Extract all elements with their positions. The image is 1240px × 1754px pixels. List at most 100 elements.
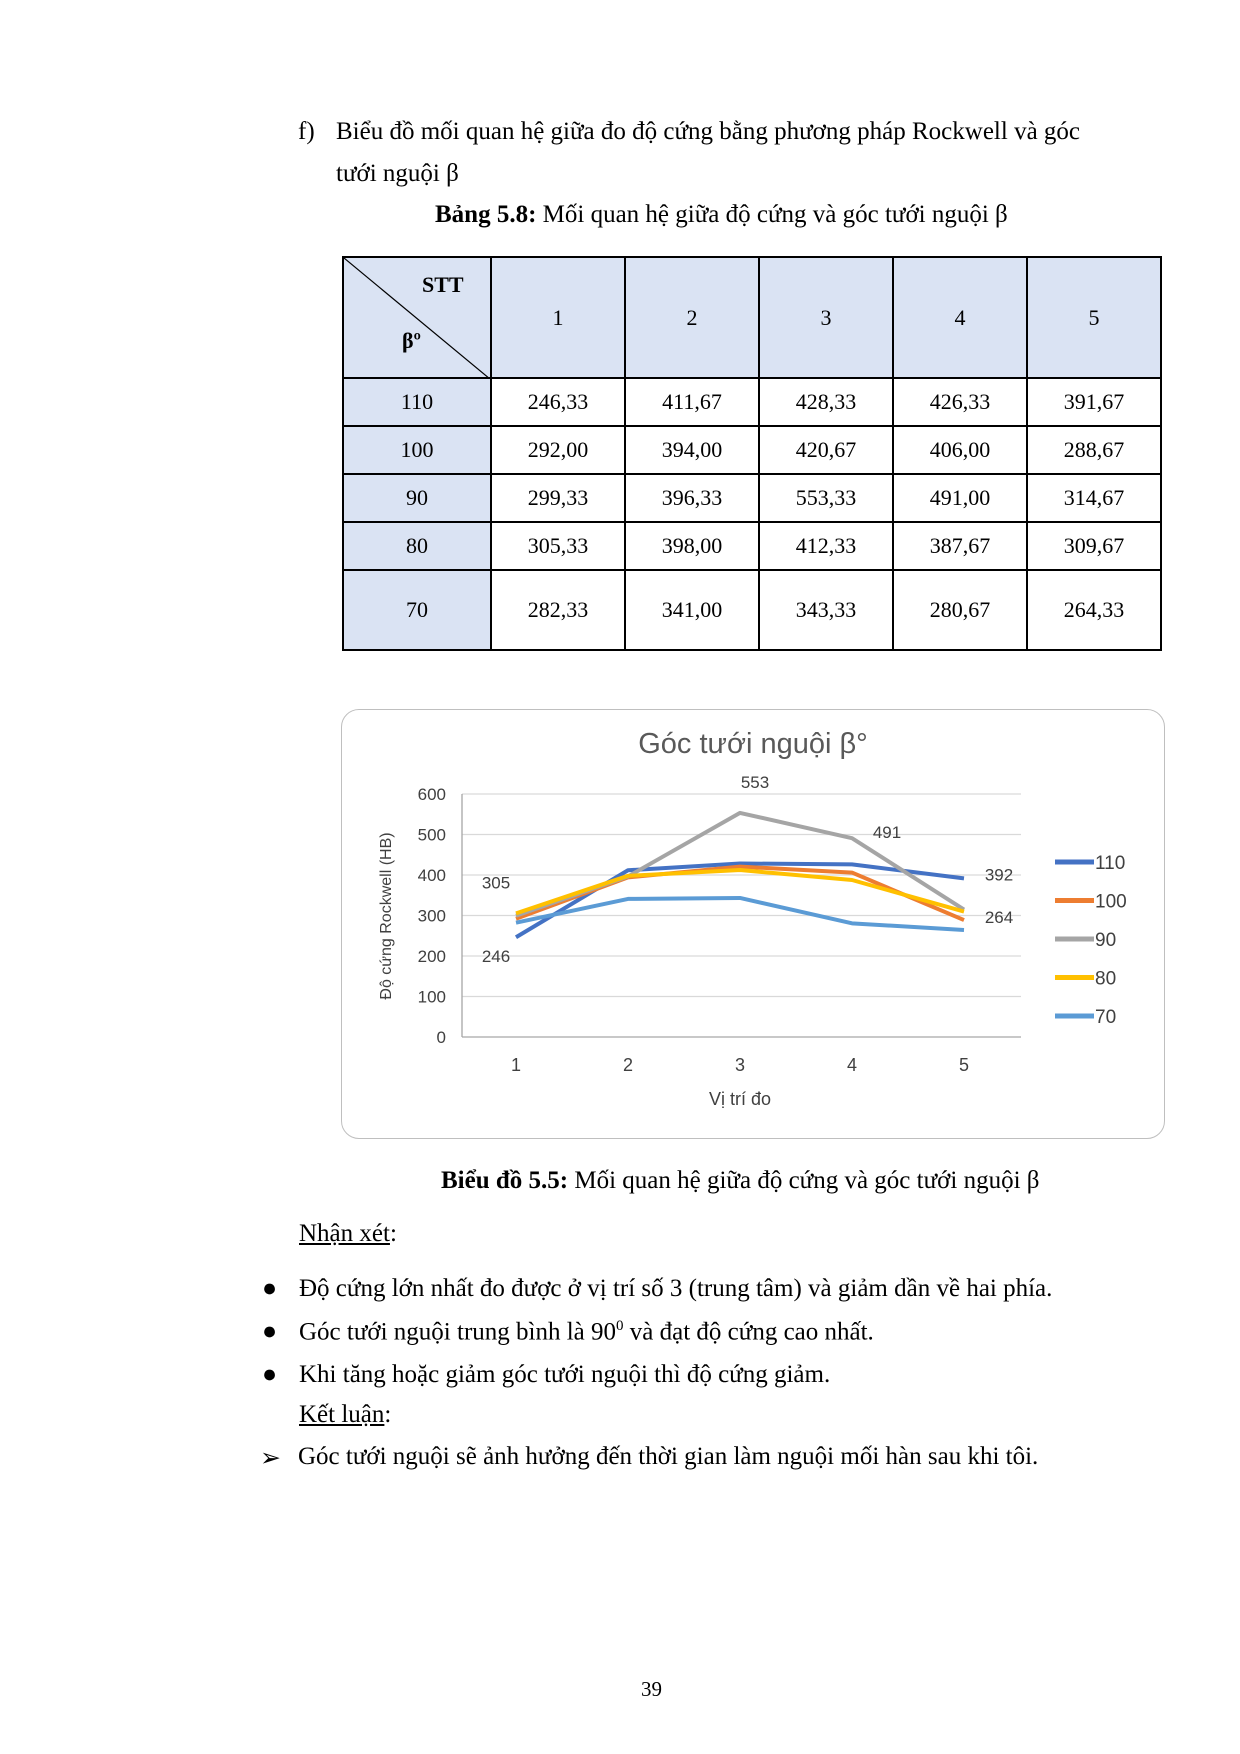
bullet-icon: ● (262, 1361, 278, 1388)
legend-label: 100 (1095, 892, 1127, 913)
table-cell: 394,00 (624, 425, 760, 475)
y-tick-label: 400 (418, 866, 446, 885)
conclusion-title: Kết luận (299, 1401, 385, 1428)
x-tick-label: 2 (623, 1055, 633, 1075)
x-tick-label: 5 (959, 1055, 969, 1075)
heading-line-1: Biểu đồ mối quan hệ giữa đo độ cứng bằng… (336, 118, 1081, 145)
y-axis-label: Độ cứng Rockwell (HB) (378, 832, 395, 999)
chart-caption-text: Mối quan hệ giữa độ cứng và góc tưới ngu… (568, 1167, 1040, 1194)
data-label: 392 (985, 865, 1013, 884)
legend-label: 80 (1095, 969, 1116, 990)
table-cell: 282,33 (490, 569, 626, 651)
row-beta: 80 (342, 521, 492, 571)
table-cell: 288,67 (1026, 425, 1162, 475)
conclusion-colon: : (384, 1401, 392, 1428)
series-line-70 (515, 895, 965, 932)
series-line-80 (515, 868, 965, 916)
remarks-title: Nhận xét (299, 1220, 390, 1247)
table-cell: 341,00 (624, 569, 760, 651)
data-label: 246 (482, 947, 510, 966)
table-cell: 246,33 (490, 377, 626, 427)
table-cell: 398,00 (624, 521, 760, 571)
table-cell: 309,67 (1026, 521, 1162, 571)
column-header: 2 (624, 256, 760, 379)
data-label: 305 (482, 873, 510, 892)
table-cell: 553,33 (758, 473, 894, 523)
chart-caption: Biểu đồ 5.5: Mối quan hệ giữa độ cứng và… (441, 1167, 1039, 1195)
bullet-icon: ● (262, 1275, 278, 1302)
chart-caption-label: Biểu đồ 5.5: (441, 1167, 569, 1194)
table-row: 80 305,33 398,00 412,33 387,67 309,67 (342, 521, 1162, 571)
corner-beta: βº (402, 328, 421, 353)
line-chart: Góc tưới nguội β° 0 100 200 300 400 500 600 1 2 3 4… (378, 728, 1127, 1109)
table-row: 70 282,33 341,00 343,33 280,67 264,33 (342, 569, 1162, 651)
remarks-colon: : (389, 1220, 397, 1247)
y-tick-label: 0 (437, 1028, 446, 1047)
data-label: 264 (985, 908, 1013, 927)
legend-label: 110 (1095, 853, 1125, 874)
row-beta: 110 (342, 377, 492, 427)
row-beta: 70 (342, 569, 492, 651)
heading-line-2: tưới nguội β (336, 160, 459, 187)
y-tick-label: 100 (418, 988, 446, 1007)
table-cell: 292,00 (490, 425, 626, 475)
table-cell: 491,00 (892, 473, 1028, 523)
table-cell: 412,33 (758, 521, 894, 571)
chart-container: Góc tưới nguội β° 0 100 200 300 400 500 600 1 2 3 4… (341, 709, 1165, 1139)
column-header: 3 (758, 256, 894, 379)
table-caption-text: Mối quan hệ giữa độ cứng và góc tưới ngu… (536, 201, 1008, 228)
table-cell: 426,33 (892, 377, 1028, 427)
corner-stt: STT (422, 272, 464, 297)
bullet-icon: ● (262, 1318, 278, 1345)
remark-bullet-rest: và đạt độ cứng cao nhất. (623, 1318, 874, 1346)
table-cell: 264,33 (1026, 569, 1162, 651)
x-axis-label: Vị trí đo (709, 1089, 771, 1109)
data-label: 491 (873, 823, 901, 842)
table-cell: 280,67 (892, 569, 1028, 651)
remark-bullet: Góc tưới nguội trung bình là 900 và đạt … (299, 1318, 874, 1346)
chart-title: Góc tưới nguội β° (638, 728, 868, 760)
table-cell: 387,67 (892, 521, 1028, 571)
data-label: 553 (741, 773, 769, 792)
row-beta: 100 (342, 425, 492, 475)
remark-bullet: Khi tăng hoặc giảm góc tưới nguội thì độ… (299, 1361, 831, 1388)
corner-header: STT βº (342, 256, 492, 379)
table-row: 100 292,00 394,00 420,67 406,00 288,67 (342, 425, 1162, 475)
table-row: 90 299,33 396,33 553,33 491,00 314,67 (342, 473, 1162, 523)
heading-marker: f) (298, 118, 315, 145)
arrow-bullet-icon: ➢ (260, 1445, 281, 1472)
table-cell: 420,67 (758, 425, 894, 475)
row-beta: 90 (342, 473, 492, 523)
column-header: 5 (1026, 256, 1162, 379)
table-cell: 343,33 (758, 569, 894, 651)
table-cell: 299,33 (490, 473, 626, 523)
y-tick-label: 600 (418, 785, 446, 804)
remark-bullet-text: Góc tưới nguội trung bình là 90 (299, 1318, 617, 1346)
y-tick-label: 300 (418, 907, 446, 926)
table-cell: 305,33 (490, 521, 626, 571)
legend-label: 70 (1095, 1007, 1116, 1028)
conclusion-item: Góc tưới nguội sẽ ảnh hưởng đến thời gia… (298, 1443, 1039, 1470)
conclusion-heading: Kết luận: (299, 1401, 391, 1429)
table-cell: 391,67 (1026, 377, 1162, 427)
legend-label: 90 (1095, 930, 1116, 951)
remarks-heading: Nhận xét: (299, 1220, 397, 1248)
table-row: 110 246,33 411,67 428,33 426,33 391,67 (342, 377, 1162, 427)
remark-bullet: Độ cứng lớn nhất đo được ở vị trí số 3 (… (299, 1275, 1053, 1302)
column-header: 1 (490, 256, 626, 379)
table-cell: 428,33 (758, 377, 894, 427)
table-caption-label: Bảng 5.8: (435, 201, 537, 228)
table-cell: 396,33 (624, 473, 760, 523)
table-cell: 406,00 (892, 425, 1028, 475)
x-tick-label: 1 (511, 1055, 521, 1075)
x-tick-label: 3 (735, 1055, 745, 1075)
x-tick-label: 4 (847, 1055, 857, 1075)
column-header: 4 (892, 256, 1028, 379)
table-cell: 411,67 (624, 377, 760, 427)
table-caption: Bảng 5.8: Mối quan hệ giữa độ cứng và gó… (435, 201, 1008, 229)
superscript: 0 (616, 1318, 624, 1334)
hardness-table: STT βº 1 2 3 4 5 110 246,33 411,67 428,33 42… (342, 256, 1162, 651)
table-cell: 314,67 (1026, 473, 1162, 523)
page-number: 39 (641, 1677, 662, 1701)
